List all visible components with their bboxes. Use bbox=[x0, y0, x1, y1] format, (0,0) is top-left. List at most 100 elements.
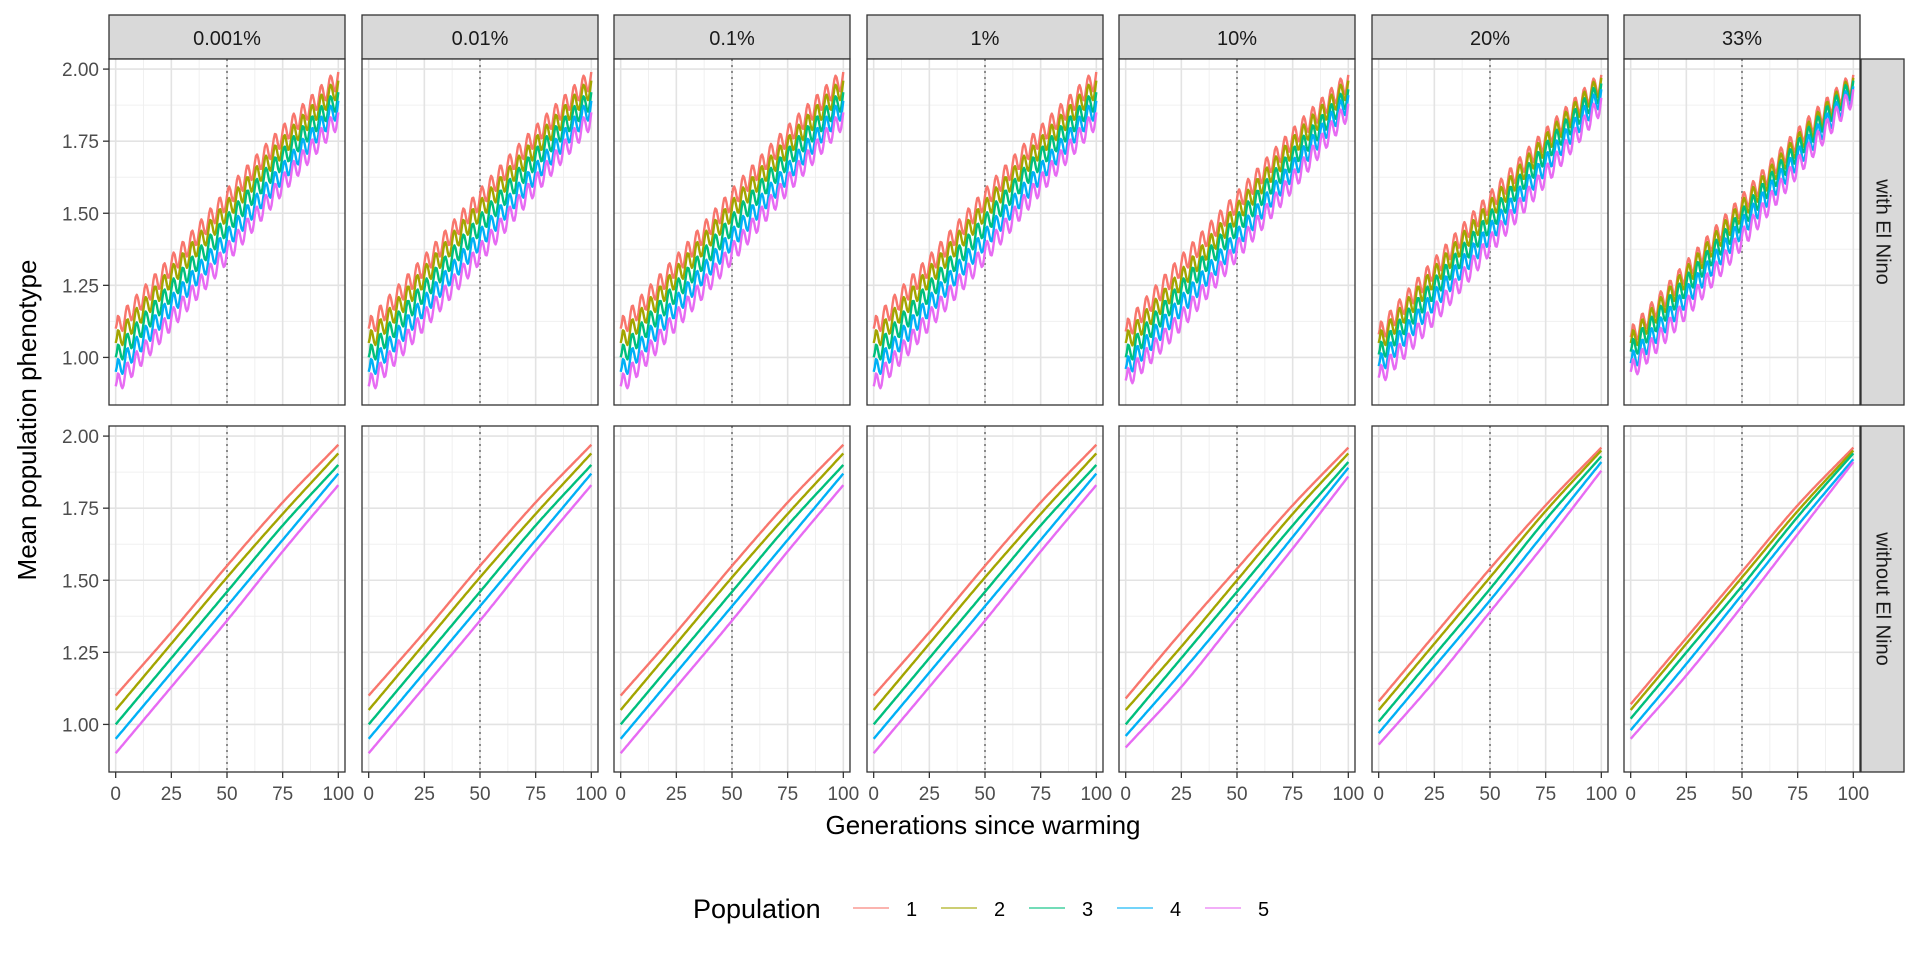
x-tick-label: 0 bbox=[110, 784, 121, 805]
x-tick-label: 50 bbox=[1479, 784, 1500, 805]
y-tick-label: 2.00 bbox=[62, 60, 99, 81]
panel-border bbox=[1371, 58, 1609, 406]
series-line-1 bbox=[619, 443, 845, 697]
series-line-4 bbox=[1629, 86, 1855, 367]
column-strip-label: 20% bbox=[1470, 28, 1510, 50]
column-strip bbox=[613, 14, 851, 60]
series-line-4 bbox=[1377, 89, 1603, 370]
facet-panel bbox=[866, 58, 1104, 406]
y-tick-label: 1.00 bbox=[62, 348, 99, 369]
x-tick-label: 100 bbox=[1837, 784, 1869, 805]
series-line-1 bbox=[872, 71, 1098, 333]
panel-border bbox=[613, 58, 851, 406]
series-line-5 bbox=[1124, 103, 1350, 385]
column-strip bbox=[866, 14, 1104, 60]
x-tick-label: 0 bbox=[363, 784, 374, 805]
x-tick-label: 75 bbox=[525, 784, 546, 805]
series-line-4 bbox=[367, 100, 593, 375]
series-line-4 bbox=[872, 100, 1098, 375]
panel-border bbox=[866, 58, 1104, 406]
facet-panel bbox=[1623, 425, 1861, 773]
series-line-5 bbox=[872, 484, 1098, 755]
y-tick-label: 1.50 bbox=[62, 571, 99, 592]
facet-panel bbox=[1623, 58, 1861, 406]
series-line-2 bbox=[872, 452, 1098, 711]
series-line-4 bbox=[367, 472, 593, 740]
x-tick-label: 75 bbox=[272, 784, 293, 805]
row-strip bbox=[1860, 425, 1905, 773]
series-line-1 bbox=[367, 71, 593, 333]
y-tick-label: 1.25 bbox=[62, 643, 99, 664]
panel-border bbox=[108, 58, 346, 406]
series-line-3 bbox=[114, 92, 340, 361]
series-line-5 bbox=[619, 112, 845, 390]
legend: Population 1 2 3 4 5 bbox=[693, 894, 1269, 924]
facet-panel bbox=[613, 425, 851, 773]
legend-title: Population bbox=[693, 894, 821, 924]
legend-label: 2 bbox=[994, 899, 1005, 921]
y-axis-title: Mean population phenotype bbox=[12, 260, 42, 581]
legend-entry: 5 bbox=[1205, 899, 1269, 921]
x-tick-label: 0 bbox=[868, 784, 879, 805]
facet-panel bbox=[361, 58, 599, 406]
series-line-2 bbox=[1377, 449, 1603, 711]
row-strip bbox=[1860, 58, 1905, 406]
y-tick-label: 1.25 bbox=[62, 276, 99, 297]
series-line-5 bbox=[872, 112, 1098, 390]
series-line-1 bbox=[619, 71, 845, 333]
series-line-2 bbox=[619, 80, 845, 347]
x-tick-label: 75 bbox=[1030, 784, 1051, 805]
series-line-4 bbox=[1629, 458, 1855, 731]
x-tick-label: 50 bbox=[1731, 784, 1752, 805]
series-line-2 bbox=[1629, 449, 1855, 711]
legend-entry: 4 bbox=[1117, 899, 1181, 921]
x-tick-label: 100 bbox=[827, 784, 859, 805]
legend-label: 5 bbox=[1258, 899, 1269, 921]
series-line-2 bbox=[1124, 452, 1350, 711]
series-line-5 bbox=[1377, 97, 1603, 382]
series-line-3 bbox=[367, 92, 593, 361]
series-line-1 bbox=[1124, 74, 1350, 335]
series-line-5 bbox=[1629, 461, 1855, 740]
x-tick-label: 75 bbox=[1282, 784, 1303, 805]
series-line-1 bbox=[114, 71, 340, 333]
x-tick-label: 50 bbox=[469, 784, 490, 805]
series-line-3 bbox=[1377, 455, 1603, 723]
series-line-3 bbox=[1377, 83, 1603, 358]
series-line-2 bbox=[872, 80, 1098, 347]
x-tick-label: 25 bbox=[1676, 784, 1697, 805]
facet-panel bbox=[361, 425, 599, 773]
y-tick-label: 2.00 bbox=[62, 427, 99, 448]
x-tick-label: 50 bbox=[974, 784, 995, 805]
series-line-3 bbox=[872, 464, 1098, 726]
legend-label: 4 bbox=[1170, 899, 1181, 921]
panel-border bbox=[1118, 58, 1356, 406]
series-line-3 bbox=[619, 464, 845, 726]
x-tick-label: 75 bbox=[777, 784, 798, 805]
row-strip-label: without El Nino bbox=[1872, 531, 1894, 665]
series-line-2 bbox=[367, 80, 593, 347]
x-tick-label: 0 bbox=[1373, 784, 1384, 805]
x-tick-label: 0 bbox=[1120, 784, 1131, 805]
x-tick-label: 25 bbox=[919, 784, 940, 805]
panels-layer: 0.001% 0.01% 0.1% 1% 10% 20% 33% with El Nino wi… bbox=[62, 14, 1905, 805]
x-tick-label: 25 bbox=[414, 784, 435, 805]
x-tick-label: 50 bbox=[1226, 784, 1247, 805]
series-line-4 bbox=[114, 100, 340, 375]
series-line-2 bbox=[619, 452, 845, 711]
series-line-4 bbox=[1124, 94, 1350, 373]
series-line-4 bbox=[619, 472, 845, 740]
series-line-3 bbox=[114, 464, 340, 726]
series-line-4 bbox=[619, 100, 845, 375]
y-tick-label: 1.75 bbox=[62, 132, 99, 153]
x-tick-label: 75 bbox=[1535, 784, 1556, 805]
series-line-5 bbox=[619, 484, 845, 755]
column-strip-label: 10% bbox=[1217, 28, 1257, 50]
series-line-3 bbox=[872, 92, 1098, 361]
series-line-5 bbox=[114, 112, 340, 390]
legend-entry: 3 bbox=[1029, 899, 1093, 921]
series-line-3 bbox=[1629, 452, 1855, 720]
x-tick-label: 0 bbox=[1625, 784, 1636, 805]
